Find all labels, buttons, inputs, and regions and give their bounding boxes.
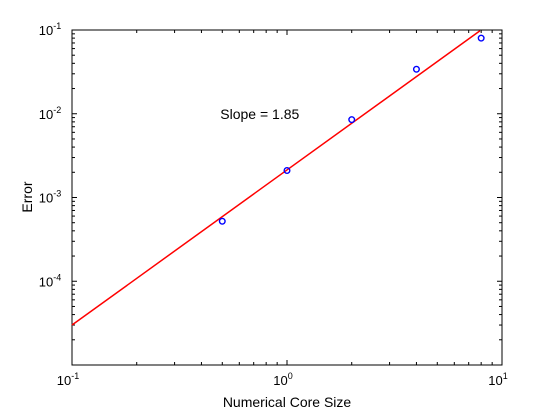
x-tick: 100 bbox=[273, 30, 293, 388]
y-tick-label: 10-3 bbox=[39, 189, 61, 206]
y-tick-label: 10-2 bbox=[39, 105, 61, 122]
x-tick-label: 10-1 bbox=[57, 371, 79, 388]
x-tick-label: 100 bbox=[273, 371, 292, 388]
y-tick-label: 10-4 bbox=[39, 272, 61, 289]
data-point bbox=[283, 167, 291, 175]
x-axis-title: Numerical Core Size bbox=[223, 394, 352, 410]
plot-area bbox=[71, 29, 503, 366]
series-layer bbox=[71, 30, 485, 326]
data-point bbox=[412, 65, 420, 73]
data-point bbox=[218, 217, 226, 225]
fit-line bbox=[71, 30, 481, 326]
data-point bbox=[348, 116, 356, 124]
y-axis-title: Error bbox=[19, 181, 35, 212]
y-axis-ticks: 10-4 10-3 10-2 10-1 bbox=[39, 21, 502, 341]
y-tick: 10-2 bbox=[39, 105, 502, 122]
annotation-layer: Slope = 1.85 bbox=[220, 106, 299, 122]
slope-annotation: Slope = 1.85 bbox=[220, 106, 299, 122]
y-tick: 10-1 bbox=[39, 21, 502, 38]
data-point bbox=[477, 34, 485, 42]
y-tick: 10-3 bbox=[39, 189, 502, 206]
x-tick: 101 bbox=[488, 30, 508, 388]
x-tick-label: 101 bbox=[488, 371, 507, 388]
x-axis-ticks: 10-1 100 101 bbox=[57, 30, 508, 388]
y-tick-label: 10-1 bbox=[39, 21, 61, 38]
y-tick: 10-4 bbox=[39, 272, 502, 289]
